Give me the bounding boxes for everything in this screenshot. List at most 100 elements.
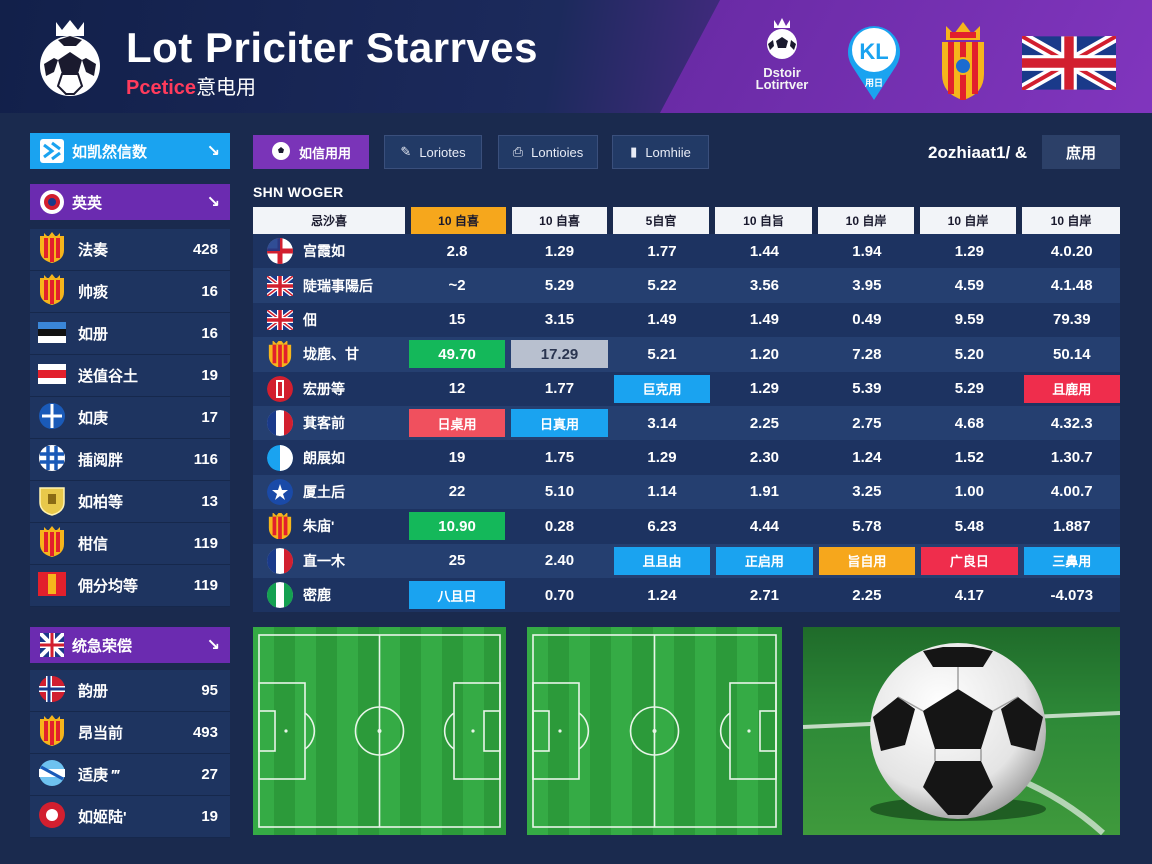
- odds-cell[interactable]: 0.28: [544, 517, 575, 535]
- league-list-item[interactable]: 法奏 428: [30, 229, 230, 271]
- table-row[interactable]: 垅鹿、甘 49.70 17.29 5.21 1.20 7.28 5.20 50.14: [253, 337, 1120, 372]
- league-list-item[interactable]: 如柏等 13: [30, 481, 230, 523]
- odds-cell[interactable]: 15: [448, 311, 466, 329]
- column-header-1[interactable]: 10 自喜: [411, 207, 506, 234]
- odds-cell[interactable]: 3.25: [852, 483, 882, 501]
- tab-loriotes[interactable]: ✎ Loriotes: [384, 135, 482, 169]
- odds-badge[interactable]: 10.90: [408, 512, 506, 541]
- odds-cell[interactable]: 1.29: [544, 242, 575, 260]
- group-header-2[interactable]: 统急荣偿 ↘: [30, 627, 230, 663]
- odds-cell[interactable]: 0.70: [544, 586, 575, 604]
- odds-cell[interactable]: 1.44: [749, 242, 780, 260]
- column-header-2[interactable]: 10 自喜: [512, 207, 607, 234]
- odds-badge[interactable]: 且且由: [613, 546, 711, 575]
- odds-badge[interactable]: 正启用: [716, 546, 813, 575]
- column-header-team[interactable]: 忌沙喜: [253, 207, 405, 234]
- odds-cell[interactable]: 5.78: [852, 517, 882, 535]
- date-button[interactable]: 庶用: [1042, 135, 1120, 169]
- odds-cell[interactable]: 25: [448, 552, 466, 570]
- app-logo-icon[interactable]: [34, 14, 106, 100]
- column-header-6[interactable]: 10 自岸: [920, 207, 1016, 234]
- table-row[interactable]: 萁客前 日桌用 日真用 3.14 2.25 2.75 4.68 4.32.3: [253, 405, 1120, 441]
- uk-flag-icon[interactable]: [1022, 36, 1116, 90]
- top-filter-button[interactable]: 如凯然信数 ↘: [30, 133, 230, 169]
- odds-cell[interactable]: 2.71: [749, 586, 780, 604]
- odds-cell[interactable]: 1.29: [647, 449, 677, 467]
- odds-cell[interactable]: 1.887: [1053, 517, 1091, 535]
- odds-cell[interactable]: 2.30: [749, 449, 780, 467]
- team-cell[interactable]: 陡瑞事陽后: [253, 273, 403, 299]
- league-list-item[interactable]: 韵册 95: [30, 670, 230, 712]
- odds-badge[interactable]: 49.70: [408, 340, 506, 369]
- odds-cell[interactable]: 1.94: [852, 242, 882, 260]
- odds-cell[interactable]: 3.14: [647, 414, 677, 432]
- odds-cell[interactable]: 5.10: [544, 483, 575, 501]
- table-row[interactable]: 陡瑞事陽后 ~2 5.29 5.22 3.56 3.95 4.59 4.1.48: [253, 268, 1120, 303]
- team-cell[interactable]: 密鹿: [253, 582, 403, 609]
- team-cell[interactable]: 朗展如: [253, 444, 403, 471]
- odds-cell[interactable]: 1.91: [749, 483, 780, 501]
- table-row[interactable]: 朗展如 19 1.75 1.29 2.30 1.24 1.52 1.30.7: [253, 440, 1120, 475]
- odds-cell[interactable]: 5.22: [647, 277, 677, 295]
- odds-cell[interactable]: 1.75: [544, 449, 575, 467]
- football-pitch-1[interactable]: [253, 627, 506, 835]
- league-list-item[interactable]: 如姬陆' 19: [30, 796, 230, 838]
- odds-cell[interactable]: 3.56: [749, 277, 780, 295]
- odds-cell[interactable]: 0.49: [852, 311, 882, 329]
- odds-cell[interactable]: 19: [448, 449, 466, 467]
- team-cell[interactable]: 直一木: [253, 547, 403, 574]
- league-badge[interactable]: Dstoir Lotirtver: [748, 16, 816, 102]
- odds-badge[interactable]: 八且日: [408, 581, 506, 610]
- odds-cell[interactable]: 5.20: [954, 345, 984, 363]
- odds-cell[interactable]: 1.24: [852, 449, 882, 467]
- odds-badge[interactable]: 日真用: [511, 409, 608, 438]
- odds-cell[interactable]: 12: [448, 380, 466, 398]
- tab-lomhiie[interactable]: ▮ Lomhiie: [612, 135, 709, 169]
- odds-cell[interactable]: 5.48: [954, 517, 984, 535]
- odds-cell[interactable]: ~2: [448, 277, 466, 295]
- column-header-5[interactable]: 10 自岸: [818, 207, 914, 234]
- league-list-item[interactable]: 佣分均等 119: [30, 565, 230, 607]
- league-list-item[interactable]: 如庚 17: [30, 397, 230, 439]
- odds-cell[interactable]: 1.77: [544, 380, 575, 398]
- odds-cell[interactable]: 2.25: [749, 414, 780, 432]
- football-pitch-2[interactable]: [527, 627, 782, 835]
- team-cell[interactable]: 朱庙': [253, 513, 403, 540]
- odds-badge[interactable]: 日桌用: [408, 409, 506, 438]
- odds-cell[interactable]: 3.95: [852, 277, 882, 295]
- odds-cell[interactable]: 2.8: [446, 242, 468, 260]
- odds-cell[interactable]: 9.59: [954, 311, 984, 329]
- odds-badge[interactable]: 广良日: [921, 546, 1018, 575]
- odds-cell[interactable]: 5.39: [852, 380, 882, 398]
- league-list-item[interactable]: 柑信 119: [30, 523, 230, 565]
- odds-cell[interactable]: 50.14: [1053, 345, 1091, 363]
- column-header-4[interactable]: 10 自旨: [715, 207, 812, 234]
- table-row[interactable]: 密鹿 八且日 0.70 1.24 2.71 2.25 4.17 -4.073: [253, 577, 1120, 613]
- league-list-item[interactable]: 帅痰 16: [30, 271, 230, 313]
- odds-cell[interactable]: 7.28: [852, 345, 882, 363]
- odds-cell[interactable]: 2.40: [544, 552, 575, 570]
- tab-odds[interactable]: 如信用用: [253, 135, 369, 169]
- odds-badge[interactable]: 旨自用: [818, 546, 916, 575]
- team-cell[interactable]: 佃: [253, 307, 403, 333]
- odds-cell[interactable]: 4.1.48: [1050, 277, 1093, 295]
- table-row[interactable]: 厦土后 22 5.10 1.14 1.91 3.25 1.00 4.00.7: [253, 474, 1120, 510]
- odds-cell[interactable]: 1.24: [647, 586, 677, 604]
- odds-cell[interactable]: 1.00: [954, 483, 984, 501]
- odds-cell[interactable]: 5.21: [647, 345, 677, 363]
- odds-cell[interactable]: 4.68: [954, 414, 984, 432]
- odds-cell[interactable]: 5.29: [954, 380, 984, 398]
- team-cell[interactable]: 厦土后: [253, 478, 403, 505]
- odds-badge[interactable]: 且鹿用: [1023, 374, 1120, 403]
- league-list-item[interactable]: 插阅胖 116: [30, 439, 230, 481]
- odds-cell[interactable]: 1.29: [954, 242, 984, 260]
- league-list-item[interactable]: 昂当前 493: [30, 712, 230, 754]
- odds-cell[interactable]: 4.59: [954, 277, 984, 295]
- odds-cell[interactable]: 4.00.7: [1050, 483, 1093, 501]
- odds-cell[interactable]: 4.17: [954, 586, 984, 604]
- odds-cell[interactable]: 79.39: [1053, 311, 1091, 329]
- odds-badge[interactable]: 巨克用: [613, 374, 711, 403]
- odds-cell[interactable]: 1.20: [749, 345, 780, 363]
- odds-badge[interactable]: 17.29: [511, 340, 608, 369]
- odds-cell[interactable]: 2.25: [852, 586, 882, 604]
